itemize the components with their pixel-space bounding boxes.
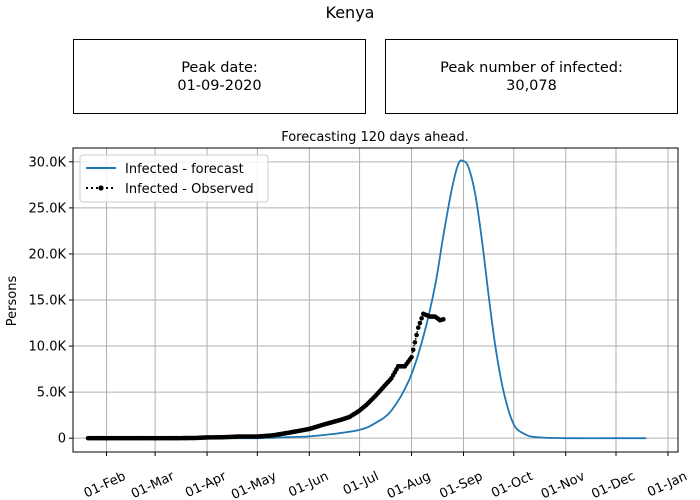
peak-date-box: Peak date: 01-09-2020 — [73, 39, 366, 114]
observed-line — [88, 312, 444, 439]
x-tick-label: 01-Sep — [437, 469, 485, 500]
axes: 01-Feb 01-Mar 01-Apr 01-May 01-Jun 01-Jul 01-A… — [29, 155, 690, 500]
x-tick-label: 01-Dec — [589, 469, 637, 500]
series-layer — [85, 159, 647, 441]
x-tick-label: 01-Jun — [286, 469, 331, 500]
peak-date-label: Peak date: — [181, 59, 258, 76]
x-tick-label: 01-Aug — [385, 469, 433, 500]
y-tick-label: 25.0K — [29, 201, 67, 216]
peak-infected-box: Peak number of infected: 30,078 — [385, 39, 678, 114]
y-tick-label: 5.0K — [37, 386, 67, 401]
forecast-line — [88, 159, 647, 440]
legend-forecast-label: Infected - forecast — [125, 162, 244, 177]
y-tick-label: 0 — [58, 432, 66, 447]
legend-observed-marker — [98, 185, 104, 191]
x-tick-label: 01-May — [229, 469, 279, 500]
x-tick-label: 01-Nov — [539, 469, 588, 500]
observed-point — [417, 320, 423, 326]
y-tick-label: 15.0K — [29, 294, 67, 309]
observed-point — [415, 325, 421, 330]
observed-point — [412, 340, 418, 345]
peak-infected-value: 30,078 — [506, 77, 557, 94]
x-tick-label: 01-Feb — [82, 469, 128, 500]
legend: Infected - forecast Infected - Observed — [79, 154, 269, 203]
y-tick-label: 20.0K — [29, 247, 67, 262]
y-axis-label: Persons — [5, 276, 20, 327]
observed-point — [410, 347, 416, 353]
x-tick-label: 01-Oct — [489, 469, 535, 500]
peak-date-value: 01-09-2020 — [177, 77, 262, 94]
x-tick-label: 01-Jul — [341, 469, 381, 499]
observed-point — [414, 332, 419, 338]
peak-infected-label: Peak number of infected: — [440, 59, 623, 76]
legend-observed-label: Infected - Observed — [125, 182, 254, 197]
figure-title: Kenya — [325, 3, 375, 22]
observed-point — [419, 316, 424, 321]
observed-point — [409, 354, 414, 360]
x-tick-label: 01-Apr — [183, 469, 229, 500]
x-tick-label: 01-Jan — [645, 469, 689, 500]
legend-frame — [79, 154, 269, 203]
y-tick-label: 30.0K — [29, 155, 67, 170]
observed-point — [441, 317, 446, 322]
y-tick-label: 10.0K — [29, 340, 67, 355]
x-tick-label: 01-Mar — [129, 469, 177, 500]
chart-title: Forecasting 120 days ahead. — [281, 130, 469, 145]
